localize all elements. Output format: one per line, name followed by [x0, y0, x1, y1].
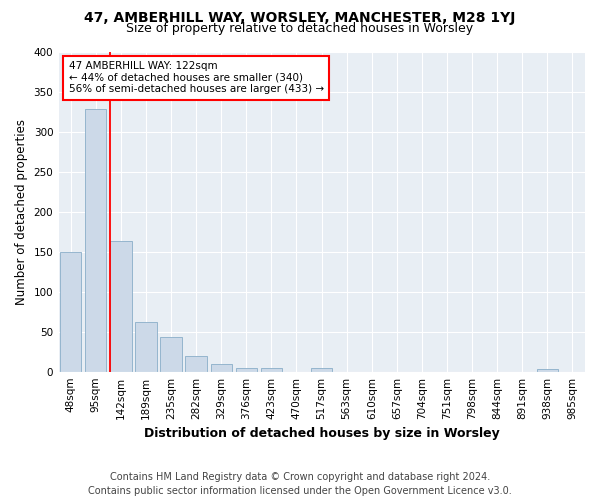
Text: 47, AMBERHILL WAY, WORSLEY, MANCHESTER, M28 1YJ: 47, AMBERHILL WAY, WORSLEY, MANCHESTER, … [85, 11, 515, 25]
Bar [211, 364, 232, 372]
Bar [60, 252, 82, 372]
Bar [261, 368, 282, 372]
Bar [136, 322, 157, 372]
Bar [85, 109, 106, 372]
X-axis label: Distribution of detached houses by size in Worsley: Distribution of detached houses by size … [144, 427, 499, 440]
Bar [185, 356, 207, 372]
Text: Size of property relative to detached houses in Worsley: Size of property relative to detached ho… [127, 22, 473, 35]
Text: 47 AMBERHILL WAY: 122sqm
← 44% of detached houses are smaller (340)
56% of semi-: 47 AMBERHILL WAY: 122sqm ← 44% of detach… [69, 61, 324, 94]
Bar [236, 368, 257, 372]
Text: Contains HM Land Registry data © Crown copyright and database right 2024.
Contai: Contains HM Land Registry data © Crown c… [88, 472, 512, 496]
Bar [537, 370, 558, 372]
Bar [311, 368, 332, 372]
Bar [160, 338, 182, 372]
Bar [110, 241, 131, 372]
Y-axis label: Number of detached properties: Number of detached properties [15, 118, 28, 304]
